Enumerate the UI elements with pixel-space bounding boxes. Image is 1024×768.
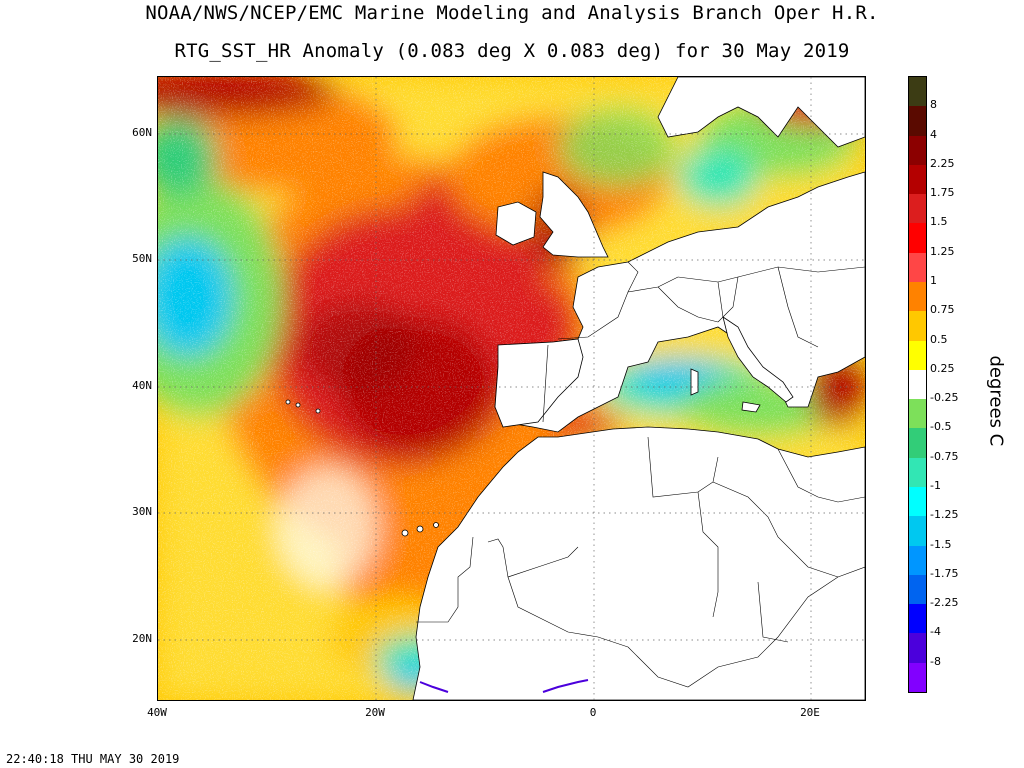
iberia-land [494,338,584,428]
chart-title: NOAA/NWS/NCEP/EMC Marine Modeling and An… [145,2,879,24]
map-canvas [158,77,865,700]
colorbar-segment [909,545,926,576]
colorbar-segment [909,223,926,254]
colorbar-segment [909,106,926,137]
colorbar-tick-label: 0.5 [930,332,948,346]
colorbar-units-label: degrees C [985,355,1007,447]
ireland-land [495,201,537,246]
colorbar-segment [909,574,926,605]
lat-label-50n: 50N [132,252,152,265]
colorbar-tick-label: -4 [930,625,941,639]
lat-label-60n: 60N [132,126,152,139]
colorbar-tick-label: 8 [930,98,937,112]
lat-label-30n: 30N [132,505,152,518]
africa-land [412,426,865,700]
colorbar-tick-label: 1.25 [930,244,955,258]
mauritania-inland-water [419,679,589,693]
lon-label-0: 0 [589,706,597,719]
colorbar-tick-label: -1 [930,479,941,492]
colorbar-tick-label: 1.75 [930,186,955,200]
colorbar-segment [909,487,926,517]
land-masses [285,77,865,700]
colorbar-segment [909,340,926,371]
country-borders [416,261,865,688]
colorbar-tick-label: -0.5 [930,420,952,434]
colorbar-tick-label: -1.25 [930,508,959,522]
colorbar-segment [909,164,926,195]
colorbar-segment [909,194,926,224]
colorbar [908,76,927,693]
colorbar-tick-label: -0.75 [930,449,959,463]
lon-label-40w: 40W [147,706,167,719]
lat-label-40n: 40N [132,379,152,392]
colorbar-segment [909,633,926,664]
graticule [158,77,865,700]
italy-land [722,316,794,403]
sst-anomaly-map[interactable] [157,76,866,701]
lat-label-20n: 20N [132,632,152,645]
lon-label-20e: 20E [800,706,820,719]
colorbar-tick-label: 1 [930,274,937,287]
colorbar-segment [909,252,926,283]
colorbar-tick-label: 2.25 [930,156,955,170]
colorbar-segment [909,282,926,312]
colorbar-tick-label: 1.5 [930,215,948,229]
colorbar-segment [909,77,926,107]
colorbar-segment [909,135,926,166]
chart-subtitle: RTG_SST_HR Anomaly (0.083 deg X 0.083 de… [174,40,850,62]
scandinavia-land [657,77,865,148]
colorbar-segment [909,428,926,459]
colorbar-tick-label: -8 [930,654,941,668]
colorbar-segment [909,662,926,693]
colorbar-segment [909,516,926,547]
colorbar-segment [909,399,926,429]
colorbar-tick-label: 4 [930,127,937,141]
colorbar-tick-label: -1.75 [930,566,959,580]
colorbar-tick-label: -0.25 [930,391,959,405]
lon-label-20w: 20W [365,706,385,719]
colorbar-segment [909,457,926,488]
colorbar-segment [909,604,926,634]
colorbar-segment [909,369,926,400]
great-britain-land [539,171,609,258]
colorbar-tick-label: 0.25 [930,361,955,375]
timestamp: 22:40:18 THU MAY 30 2019 [6,752,180,766]
colorbar-tick-label: -2.25 [930,596,959,610]
colorbar-tick-label: -1.5 [930,537,952,551]
colorbar-tick-label: 0.75 [930,303,955,317]
colorbar-segment [909,311,926,342]
